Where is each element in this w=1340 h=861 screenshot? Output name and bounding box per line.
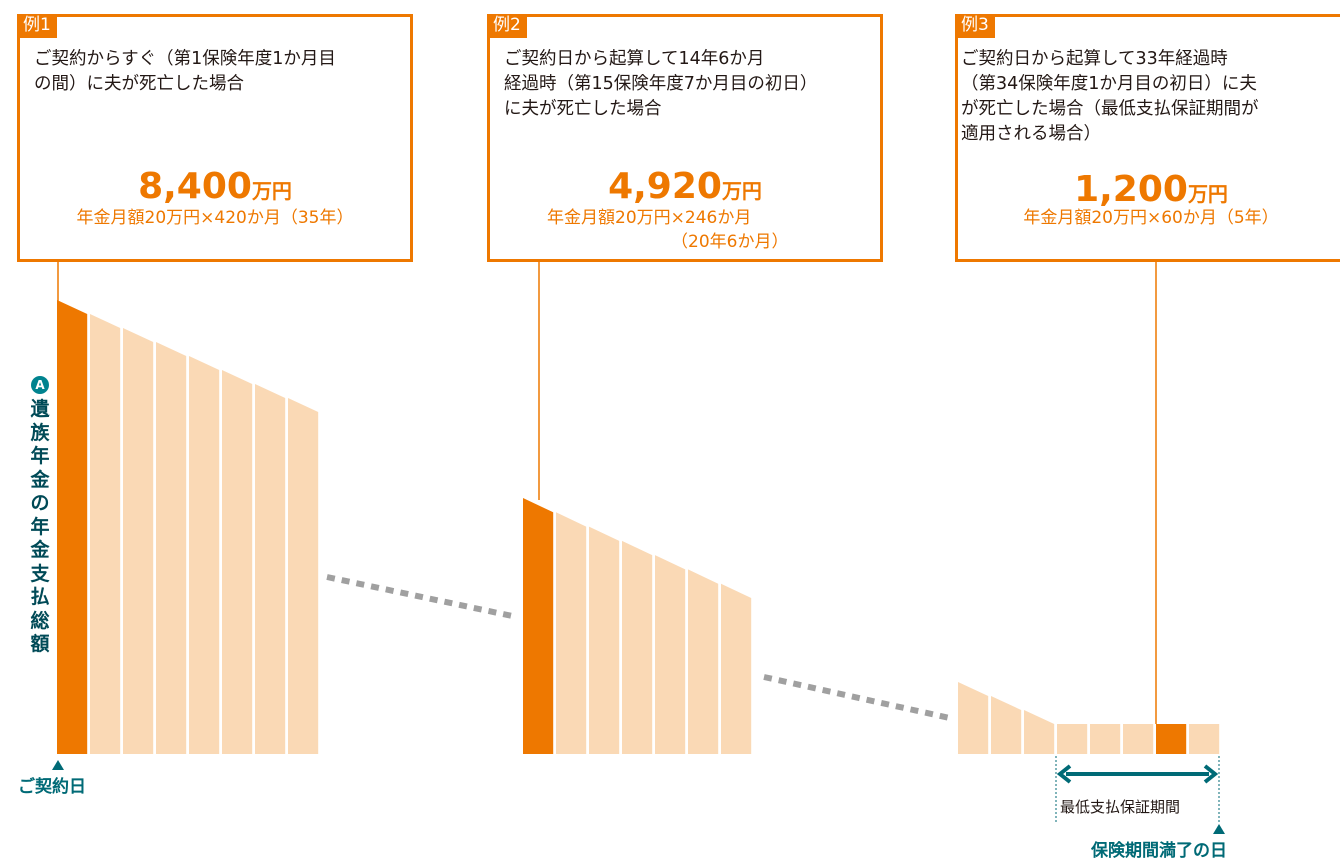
calculation-line: （20年6か月） [671, 232, 789, 252]
bar-segment [1024, 710, 1055, 754]
y-axis-label-char: 金 [30, 539, 50, 561]
dashed-connector-2 [763, 674, 955, 722]
bar-segment [1189, 724, 1220, 754]
amount-unit: 万円 [721, 179, 762, 203]
y-axis-label-char: 払 [30, 586, 50, 608]
bar-segment [655, 555, 686, 754]
badge-a-icon: A [31, 376, 49, 394]
calculation-line: 年金月額20万円×420か月（35年） [76, 208, 354, 228]
bar-segment [1057, 724, 1088, 754]
bar-segment [156, 342, 187, 754]
description-line: ご契約からすぐ（第1保険年度1か月目 [34, 49, 336, 69]
calculation-3: 年金月額20万円×60か月（5年） [958, 206, 1340, 230]
bar-segment [90, 314, 121, 754]
bar-segment [958, 682, 989, 754]
total-amount-1: 8,400万円 [20, 167, 410, 211]
y-axis-label-char: 額 [30, 633, 50, 655]
example-description-3: ご契約日から起算して33年経過時 （第34保険年度1か月目の初日）に夫 が死亡し… [961, 47, 1336, 147]
total-amount-2: 4,920万円 [490, 167, 880, 211]
amount-value: 4,920 [608, 166, 722, 207]
y-axis-label-char: 年 [30, 445, 50, 467]
y-axis-label-char: 支 [30, 562, 50, 585]
contract-date-label: ご契約日 [18, 777, 86, 797]
example-box-2: 例2 ご契約日から起算して14年6か月 経過時（第15保険年度7か月目の初日） … [487, 14, 883, 262]
example-description-1: ご契約からすぐ（第1保険年度1か月目 の間）に夫が死亡した場合 [34, 47, 402, 97]
y-axis-label: A 遺族年金の年金支払総額 [29, 376, 51, 657]
bar-segment [255, 384, 286, 754]
contract-date-marker-icon [52, 760, 64, 770]
calculation-line: 年金月額20万円×60か月（5年） [1023, 208, 1279, 228]
end-date-marker-icon [1213, 824, 1225, 834]
amount-unit: 万円 [251, 179, 292, 203]
arrow-left-icon [1056, 764, 1072, 784]
description-line: が死亡した場合（最低支払保証期間が [961, 99, 1259, 119]
bar-group-3 [958, 682, 1220, 754]
bar-highlight [523, 498, 554, 754]
total-amount-3: 1,200万円 [958, 170, 1340, 214]
bar-group-2 [523, 498, 752, 754]
example-box-1: 例1 ご契約からすぐ（第1保険年度1か月目 の間）に夫が死亡した場合 8,400… [17, 14, 413, 262]
bar-group-1 [57, 300, 319, 754]
description-line: 経過時（第15保険年度7か月目の初日） [504, 74, 818, 94]
description-line: 適用される場合） [961, 124, 1101, 144]
arrow-right-icon [1203, 764, 1219, 784]
bar-segment [622, 540, 653, 754]
y-axis-label-char: 金 [30, 468, 50, 491]
bar-segment [589, 526, 620, 754]
y-axis-label-char: 族 [30, 421, 50, 444]
y-axis-label-char: 遺 [30, 398, 50, 420]
y-axis-label-char: 総 [30, 609, 50, 632]
bar-segment [1090, 724, 1121, 754]
example-tag-1: 例1 [17, 14, 57, 38]
example-tag-2: 例2 [487, 14, 527, 38]
description-line: （第34保険年度1か月目の初日）に夫 [961, 74, 1257, 94]
description-line: に夫が死亡した場合 [504, 99, 662, 119]
description-line: の間）に夫が死亡した場合 [34, 74, 244, 94]
calculation-1: 年金月額20万円×420か月（35年） [20, 206, 410, 230]
bar-segment [222, 370, 253, 754]
bar-segment [288, 398, 319, 754]
y-axis-label-text: 遺族年金の年金支払総額 [29, 398, 51, 657]
bar-highlight [57, 300, 88, 754]
calculation-line: 年金月額20万円×246か月 [547, 208, 752, 228]
bar-segment [556, 512, 587, 754]
bar-segment [721, 583, 752, 754]
amount-unit: 万円 [1187, 182, 1228, 206]
example-box-3: 例3 ご契約日から起算して33年経過時 （第34保険年度1か月目の初日）に夫 が… [955, 14, 1340, 262]
y-axis-label-char: 年 [30, 515, 50, 538]
bar-segment [123, 328, 154, 754]
dashed-connector-1 [326, 574, 518, 620]
bar-segment [688, 569, 719, 754]
bar-segment [991, 696, 1022, 754]
bar-segment [189, 356, 220, 754]
example-description-2: ご契約日から起算して14年6か月 経過時（第15保険年度7か月目の初日） に夫が… [504, 47, 872, 122]
min-guarantee-period-label: 最低支払保証期間 [1060, 798, 1181, 816]
bar-highlight [1156, 724, 1187, 754]
example-tag-3: 例3 [955, 14, 995, 38]
amount-value: 8,400 [138, 166, 252, 207]
description-line: ご契約日から起算して14年6か月 [504, 49, 765, 69]
calculation-2: 年金月額20万円×246か月 （20年6か月） [547, 206, 788, 254]
policy-end-date-label: 保険期間満了の日 [1091, 841, 1227, 861]
bar-segment [1123, 724, 1154, 754]
description-line: ご契約日から起算して33年経過時 [961, 49, 1228, 69]
y-axis-label-char: の [30, 492, 50, 514]
amount-value: 1,200 [1074, 169, 1188, 210]
